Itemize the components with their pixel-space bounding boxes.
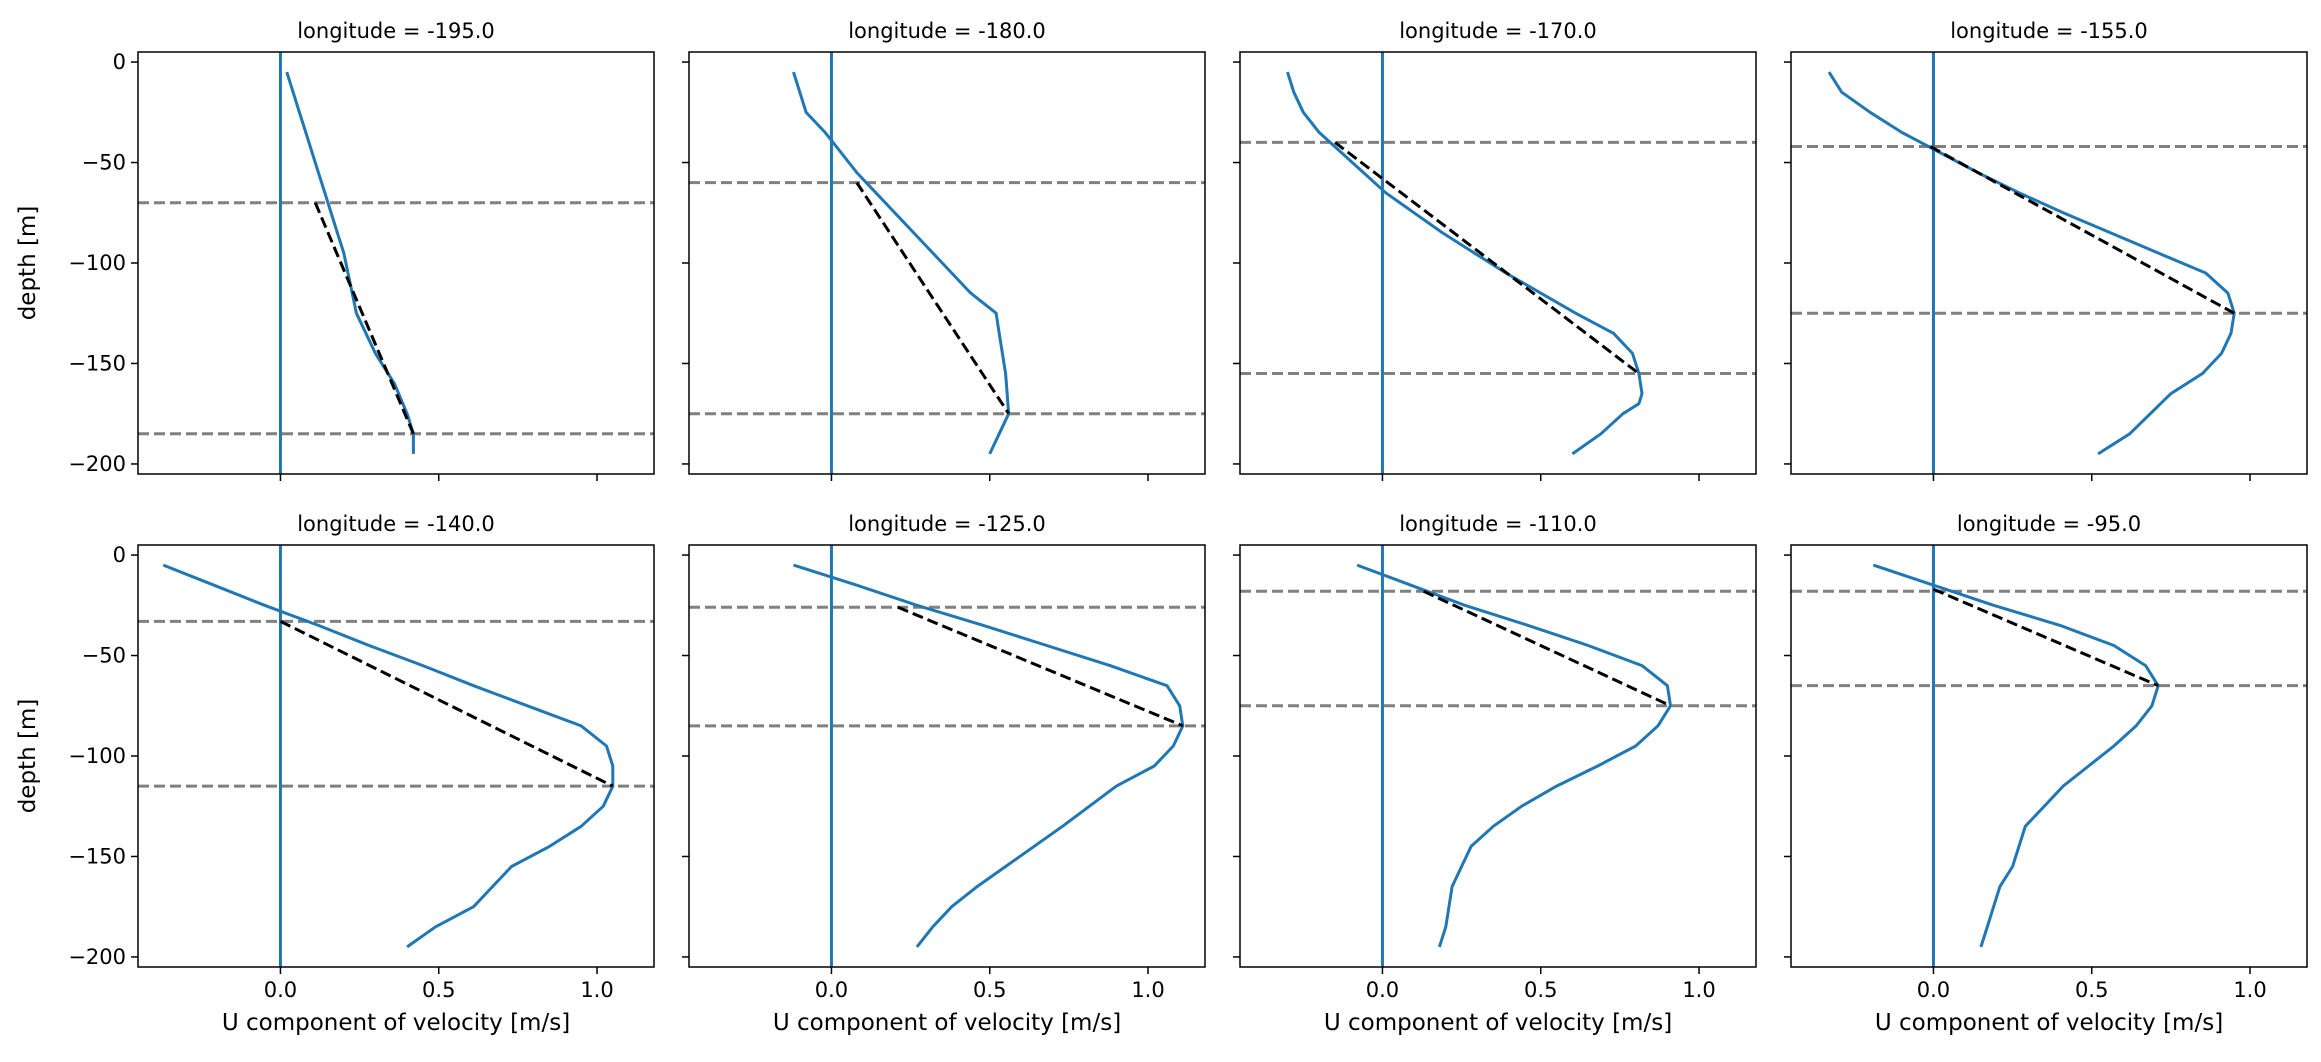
fit-line [897,605,1184,728]
axes-frame [1790,51,2308,475]
plot-area [1791,545,2307,967]
panel-8: longitude = -95.0 0.0 0.5 1.0 U component of… [1784,512,2308,1036]
axes-frame [1239,51,1757,475]
x-tick-label: 1.0 [1682,978,1715,1002]
axes-frame [137,51,655,475]
velocity-profile-line [285,71,415,454]
velocity-profile-line [1872,563,2160,948]
y-tick-label: −50 [82,644,126,668]
y-tick-label: −200 [68,452,126,476]
velocity-profile-line [792,71,1011,455]
plot-area [1240,52,1756,474]
x-tick-label: 0.0 [264,978,297,1002]
plot-area [689,545,1205,967]
y-tick-label: −100 [68,251,126,275]
fit-line [1929,145,2235,315]
fit-line [1334,141,1640,375]
plot-area [138,52,654,474]
x-axis-label: U component of velocity [m/s] [773,1010,1121,1036]
fit-line [1932,587,2159,688]
panel-3: longitude = -170.0 [1233,19,1757,481]
x-tick-label: 0.0 [815,978,848,1002]
y-axis-label: depth [m] [15,206,41,321]
x-tick-label: 1.0 [580,978,613,1002]
panel-title: longitude = -110.0 [1399,512,1597,536]
x-tick-label: 0.0 [1366,978,1399,1002]
y-tick-label: −150 [68,351,126,375]
plot-area [1791,52,2307,474]
y-tick-label: 0 [113,50,126,74]
panel-4: longitude = -155.0 [1784,19,2308,481]
y-tick-label: −150 [68,844,126,868]
x-tick-label: 0.5 [2075,978,2108,1002]
panel-6: longitude = -125.0 0.0 0.5 1.0 U component o… [682,512,1206,1036]
axes-frame [137,544,655,968]
y-axis-label: depth [m] [15,699,41,814]
panel-title: longitude = -95.0 [1957,512,2141,536]
plot-area [138,545,654,967]
panel-title: longitude = -195.0 [297,19,495,43]
axes-frame [1790,544,2308,968]
panel-title: longitude = -140.0 [297,512,495,536]
x-tick-label: 1.0 [1131,978,1164,1002]
x-tick-label: 0.5 [1524,978,1557,1002]
panel-2: longitude = -180.0 [682,19,1206,481]
velocity-profile-line [162,563,615,949]
x-tick-label: 1.0 [2233,978,2266,1002]
axes-frame [1239,544,1757,968]
x-axis-label: U component of velocity [m/s] [222,1010,570,1036]
panel-title: longitude = -180.0 [848,19,1046,43]
fit-line [279,620,614,788]
y-tick-label: −50 [82,151,126,175]
panel-title: longitude = -125.0 [848,512,1046,536]
plot-area [689,52,1205,474]
y-tick-label: 0 [113,543,126,567]
y-tick-label: −200 [68,945,126,969]
panel-7: longitude = -110.0 0.0 0.5 1.0 U component o… [1233,512,1757,1036]
velocity-profile-line [1356,563,1672,948]
x-axis-label: U component of velocity [m/s] [1324,1010,1672,1036]
y-tick-label: −100 [68,744,126,768]
x-tick-label: 0.5 [422,978,455,1002]
x-tick-label: 0.5 [973,978,1006,1002]
panel-title: longitude = -170.0 [1399,19,1597,43]
x-axis-label: U component of velocity [m/s] [1875,1010,2223,1036]
panel-1: longitude = -195.0 0 −50 −100 −150 −200 depth … [15,19,655,481]
fit-line [1422,589,1672,708]
velocity-profile-line [1827,71,2236,456]
panel-title: longitude = -155.0 [1950,19,2148,43]
fit-line [855,181,1010,415]
fit-line [313,202,415,435]
plot-area [1240,545,1756,967]
velocity-profile-line [1286,71,1644,456]
axes-frame [688,51,1206,475]
velocity-profile-line [793,563,1185,948]
x-tick-label: 0.0 [1917,978,1950,1002]
panel-5: longitude = -140.0 0.0 0.5 1.0 0 −50 −100 −150 −… [15,512,655,1036]
